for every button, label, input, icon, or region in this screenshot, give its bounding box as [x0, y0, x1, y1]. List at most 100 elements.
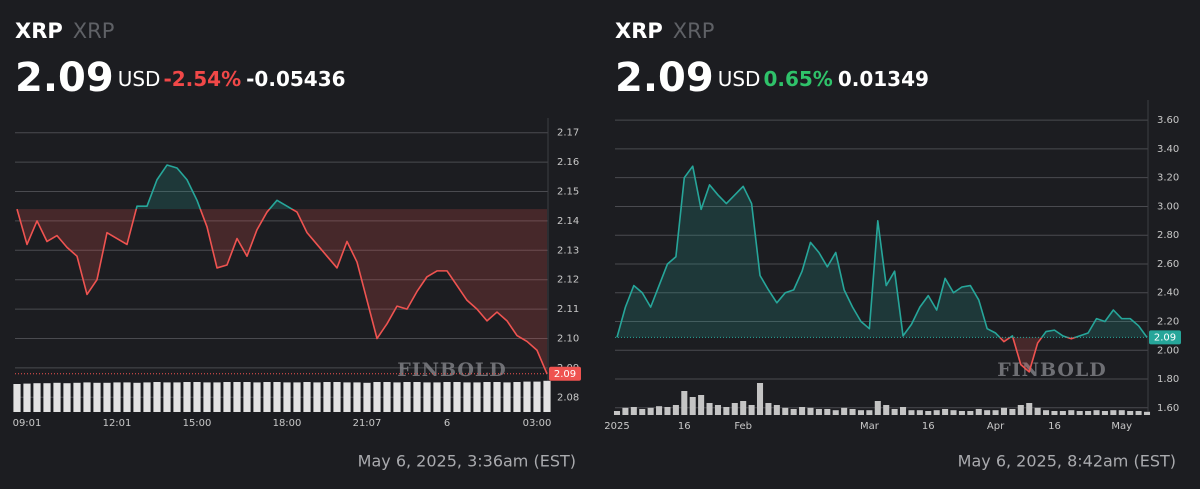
volume-bar: [363, 382, 371, 412]
price-header: 2.09 USD -2.54% -0.05436: [15, 55, 346, 101]
volume-bar: [891, 409, 898, 415]
y-tick-label: 2.17: [557, 128, 579, 139]
volume-bar: [453, 382, 461, 412]
y-tick-label: 2.08: [557, 392, 579, 403]
symbol: XRP: [15, 19, 63, 43]
volume-bar: [1110, 410, 1117, 415]
volume-bar: [473, 382, 481, 412]
volume-bar: [1085, 411, 1092, 415]
volume-bar: [273, 382, 281, 412]
volume-bar: [883, 405, 890, 415]
x-tick-label: 16: [922, 421, 935, 432]
volume-bar: [1076, 411, 1083, 415]
x-tick-label: 16: [1048, 421, 1061, 432]
volume-bar: [950, 410, 957, 415]
area-fill: [617, 166, 1147, 372]
volume-bar: [543, 380, 551, 412]
volume-bar: [173, 382, 181, 412]
y-tick-label: 2.11: [557, 304, 579, 315]
volume-bar: [1127, 411, 1134, 415]
volume-bar: [103, 382, 111, 412]
volume-bar: [213, 382, 221, 412]
last-price-box: [1149, 330, 1181, 345]
volume-bar: [706, 403, 713, 415]
volume-bar: [93, 382, 101, 412]
change-pct: -2.54%: [163, 67, 241, 91]
volume-bar: [748, 405, 755, 415]
volume-bar: [900, 407, 907, 415]
volume-bar: [1068, 410, 1075, 415]
volume-bar: [443, 382, 451, 412]
volume-bar: [857, 410, 864, 415]
x-tick-label: 16: [678, 421, 691, 432]
volume-bar: [523, 381, 531, 412]
y-tick-label: 2.12: [557, 275, 579, 286]
volume-bar: [1026, 403, 1033, 415]
volume-bar: [1034, 407, 1041, 415]
volume-bar: [765, 403, 772, 415]
volume-bar: [123, 382, 131, 412]
x-tick-label: 18:00: [273, 418, 302, 429]
volume-bar: [698, 395, 705, 415]
volume-bar: [1017, 405, 1024, 415]
volume-bar: [613, 411, 621, 415]
last-price-label: 2.09: [554, 369, 576, 380]
volume-bar: [672, 405, 679, 415]
volume-bar: [183, 382, 191, 412]
volume-bar: [874, 401, 881, 415]
volume-bar: [1043, 410, 1050, 415]
change: 0.01349: [838, 67, 929, 91]
volume-bar: [1059, 411, 1066, 415]
volume-bar: [916, 410, 923, 415]
volume-bar: [263, 382, 271, 412]
volume-bar: [967, 411, 974, 415]
symbol: XRP: [615, 19, 663, 43]
volume-bar: [832, 410, 839, 415]
volume-bar: [203, 382, 211, 412]
volume-bar: [353, 382, 361, 412]
volume-bar: [933, 410, 940, 415]
volume-bar: [483, 382, 491, 412]
volume-bar: [790, 409, 797, 415]
volume-bar: [1135, 411, 1142, 415]
volume-bar: [740, 401, 747, 415]
volume-bar: [807, 407, 814, 415]
y-tick-label: 2.60: [1157, 259, 1179, 270]
x-tick-label: Apr: [987, 421, 1005, 432]
price-line: [616, 165, 1148, 373]
y-tick-label: 1.60: [1157, 403, 1179, 414]
symbol-name: XRP: [673, 19, 715, 43]
x-tick-label: 6: [444, 418, 450, 429]
volume-bar: [153, 382, 161, 412]
x-tick-label: 03:00: [523, 418, 552, 429]
volume-bar: [841, 407, 848, 415]
volume-bar: [323, 382, 331, 412]
volume-bar: [233, 382, 241, 412]
volume-bar: [647, 407, 654, 415]
volume-bar: [73, 382, 81, 412]
volume-bar: [866, 410, 873, 415]
volume-bar: [63, 383, 71, 412]
price: 2.09: [15, 55, 114, 101]
volume-bar: [714, 405, 721, 415]
volume-bar: [503, 382, 511, 412]
volume-bar: [773, 405, 780, 415]
symbol-header: XRP XRP: [615, 19, 714, 43]
volume-bar: [958, 411, 965, 415]
currency: USD: [118, 67, 161, 91]
volume-bar: [908, 410, 915, 415]
volume-bar: [23, 383, 31, 412]
volume-bar: [1000, 407, 1008, 415]
volume-bar: [723, 407, 730, 415]
volume-bar: [193, 382, 201, 412]
y-tick-label: 2.00: [1157, 345, 1179, 356]
volume-bar: [681, 391, 688, 415]
volume-bar: [639, 409, 646, 415]
volume-bar: [815, 409, 822, 415]
volume-bar: [333, 382, 341, 412]
volume-bar: [163, 382, 171, 412]
volume-bar: [433, 382, 441, 412]
last-price-label: 2.09: [1154, 332, 1176, 343]
volume-bar: [293, 382, 301, 412]
y-tick-label: 2.40: [1157, 288, 1179, 299]
